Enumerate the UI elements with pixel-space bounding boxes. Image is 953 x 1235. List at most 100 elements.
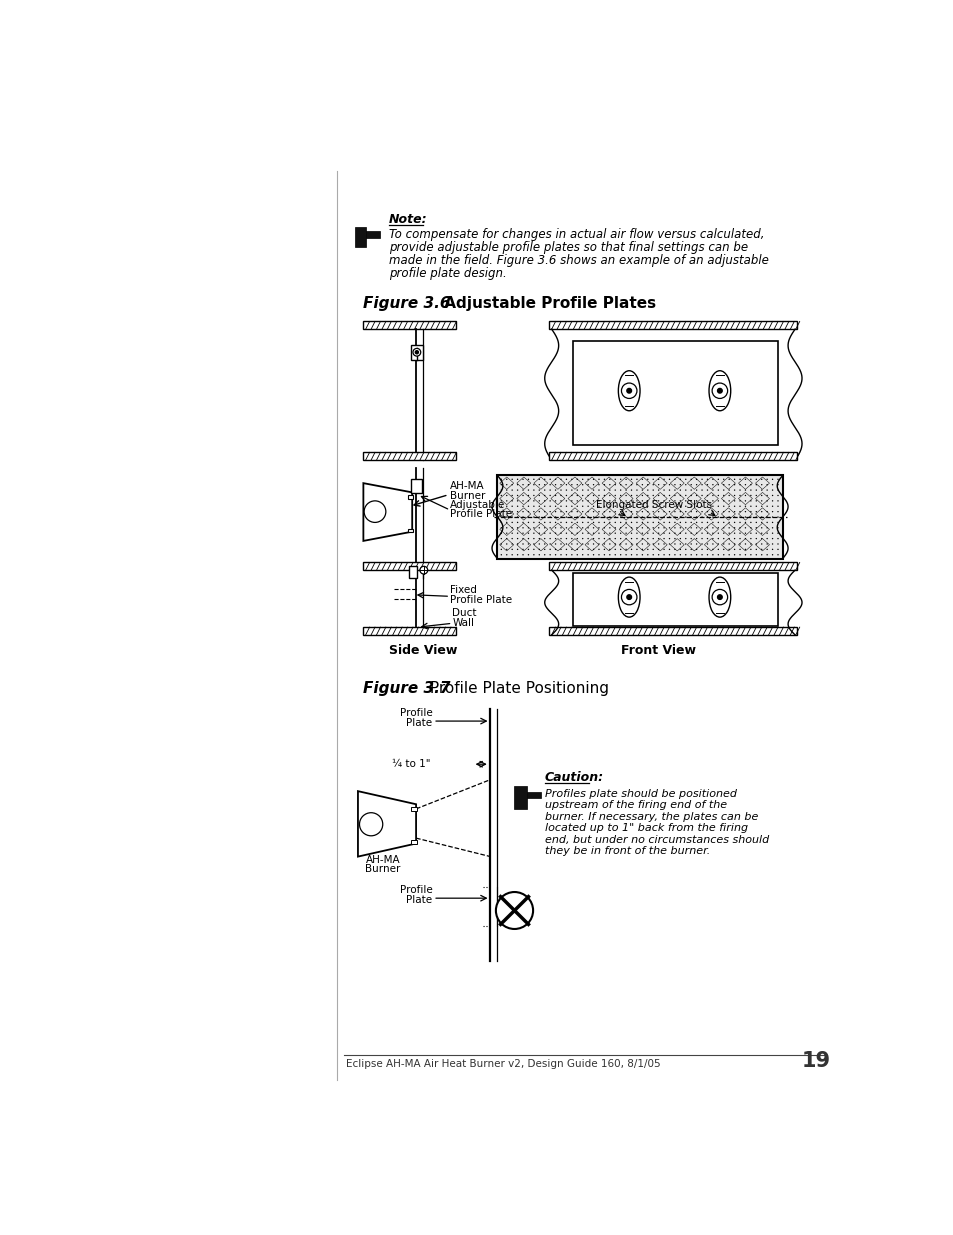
Circle shape xyxy=(728,511,729,513)
Circle shape xyxy=(679,532,680,534)
Circle shape xyxy=(603,548,604,550)
Circle shape xyxy=(695,505,697,506)
Circle shape xyxy=(369,505,381,517)
Circle shape xyxy=(674,516,675,517)
Circle shape xyxy=(755,555,756,556)
Circle shape xyxy=(706,521,707,524)
Circle shape xyxy=(733,500,735,501)
Circle shape xyxy=(603,479,604,480)
Circle shape xyxy=(549,484,550,485)
Circle shape xyxy=(608,495,610,496)
Circle shape xyxy=(722,479,723,480)
Circle shape xyxy=(658,495,659,496)
Circle shape xyxy=(658,516,659,517)
Circle shape xyxy=(755,500,756,501)
Circle shape xyxy=(646,489,648,490)
Circle shape xyxy=(598,511,599,513)
Circle shape xyxy=(749,527,751,529)
Circle shape xyxy=(619,511,620,513)
Circle shape xyxy=(538,516,539,517)
Circle shape xyxy=(684,543,686,545)
Bar xyxy=(363,627,456,635)
Circle shape xyxy=(500,479,501,480)
Circle shape xyxy=(522,500,523,501)
Circle shape xyxy=(555,489,556,490)
Circle shape xyxy=(538,521,539,524)
Bar xyxy=(407,529,413,532)
Circle shape xyxy=(587,484,588,485)
Circle shape xyxy=(690,489,691,490)
Circle shape xyxy=(733,505,735,506)
Circle shape xyxy=(690,511,691,513)
Circle shape xyxy=(755,516,756,517)
Circle shape xyxy=(771,543,773,545)
Circle shape xyxy=(777,484,778,485)
Circle shape xyxy=(717,389,721,393)
Circle shape xyxy=(684,505,686,506)
Circle shape xyxy=(581,555,583,556)
Circle shape xyxy=(543,532,545,534)
Circle shape xyxy=(511,505,513,506)
Circle shape xyxy=(777,543,778,545)
Circle shape xyxy=(700,484,702,485)
Circle shape xyxy=(538,505,539,506)
Bar xyxy=(549,452,797,461)
Circle shape xyxy=(576,538,578,540)
Circle shape xyxy=(619,543,620,545)
Text: they be in front of the burner.: they be in front of the burner. xyxy=(544,846,709,856)
Circle shape xyxy=(679,484,680,485)
Circle shape xyxy=(522,505,523,506)
Circle shape xyxy=(777,521,778,524)
Circle shape xyxy=(765,511,767,513)
Circle shape xyxy=(652,479,653,480)
Circle shape xyxy=(765,500,767,501)
Circle shape xyxy=(695,532,697,534)
Circle shape xyxy=(559,527,561,529)
Circle shape xyxy=(533,516,534,517)
Circle shape xyxy=(636,505,637,506)
Circle shape xyxy=(674,532,675,534)
Circle shape xyxy=(765,527,767,529)
Circle shape xyxy=(619,527,620,529)
Circle shape xyxy=(700,543,702,545)
Bar xyxy=(549,627,797,635)
Circle shape xyxy=(614,527,616,529)
Circle shape xyxy=(712,538,713,540)
Circle shape xyxy=(559,521,561,524)
Circle shape xyxy=(527,505,529,506)
Circle shape xyxy=(555,479,556,480)
Circle shape xyxy=(739,484,740,485)
Circle shape xyxy=(500,511,501,513)
Circle shape xyxy=(619,479,620,480)
Text: Burner: Burner xyxy=(365,864,400,874)
Circle shape xyxy=(695,500,697,501)
Circle shape xyxy=(559,484,561,485)
Circle shape xyxy=(527,555,529,556)
Circle shape xyxy=(576,505,578,506)
Circle shape xyxy=(728,479,729,480)
Circle shape xyxy=(662,543,664,545)
Circle shape xyxy=(608,484,610,485)
Circle shape xyxy=(592,489,594,490)
Circle shape xyxy=(511,479,513,480)
Circle shape xyxy=(668,484,670,485)
Circle shape xyxy=(511,495,513,496)
Circle shape xyxy=(625,532,626,534)
Circle shape xyxy=(728,538,729,540)
Circle shape xyxy=(674,484,675,485)
Circle shape xyxy=(712,532,713,534)
Circle shape xyxy=(690,527,691,529)
Circle shape xyxy=(576,543,578,545)
Circle shape xyxy=(728,548,729,550)
Circle shape xyxy=(679,527,680,529)
Circle shape xyxy=(679,555,680,556)
Circle shape xyxy=(662,555,664,556)
Circle shape xyxy=(749,479,751,480)
Circle shape xyxy=(744,538,745,540)
Circle shape xyxy=(625,500,626,501)
Circle shape xyxy=(722,495,723,496)
Circle shape xyxy=(652,500,653,501)
Circle shape xyxy=(559,516,561,517)
Circle shape xyxy=(576,521,578,524)
Circle shape xyxy=(755,505,756,506)
